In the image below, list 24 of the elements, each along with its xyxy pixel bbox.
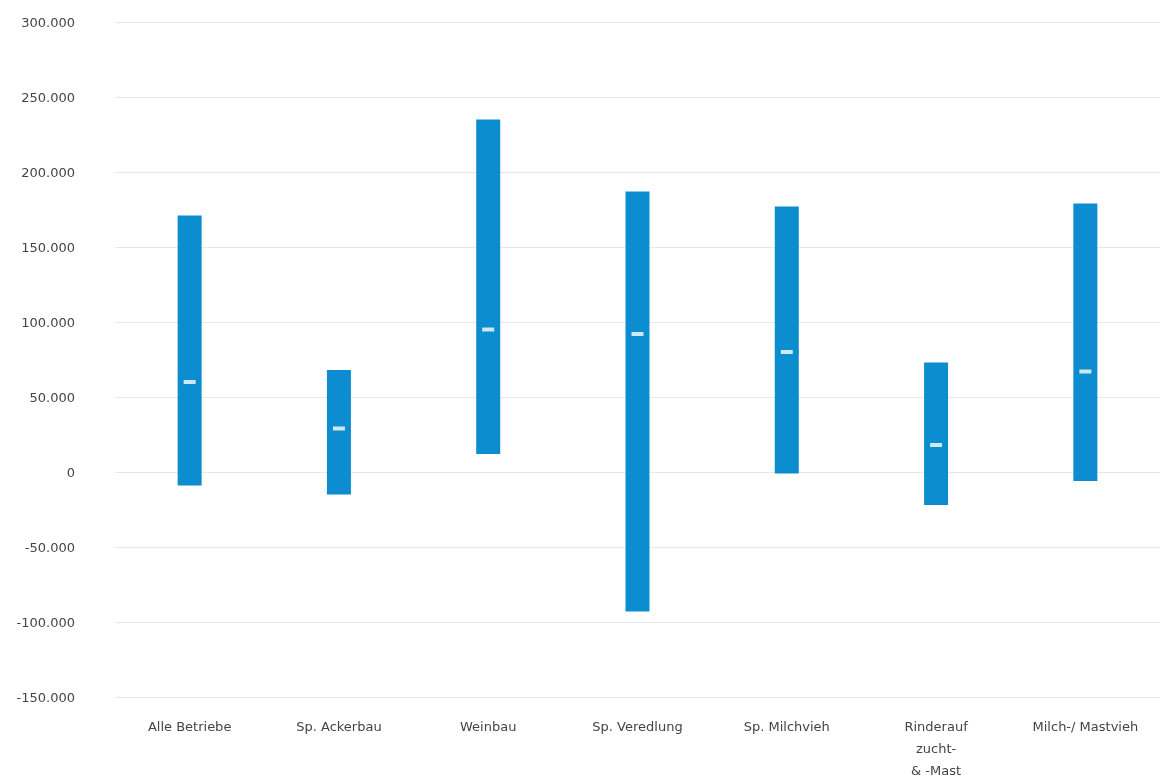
y-tick-label: 100.000: [21, 314, 75, 330]
bar: [476, 119, 501, 454]
x-tick-label: Milch-/ Mastvieh: [1032, 718, 1139, 734]
y-tick-label: 300.000: [21, 14, 75, 30]
bar: [326, 370, 351, 495]
bar: [625, 191, 650, 612]
y-tick-label: -50.000: [24, 539, 75, 555]
y-tick-label: 250.000: [21, 89, 75, 105]
y-tick-label: 0: [66, 464, 75, 480]
x-tick-label: Alle Betriebe: [147, 718, 232, 734]
x-tick-label: Rinderauf zucht- & -Mast: [904, 718, 969, 778]
x-tick-label: Sp. Veredlung: [592, 718, 683, 734]
y-tick-label: -150.000: [16, 689, 75, 705]
y-tick-label: 150.000: [21, 239, 75, 255]
bar: [1073, 203, 1098, 481]
y-tick-label: 200.000: [21, 164, 75, 180]
bar: [924, 362, 949, 505]
bar: [177, 215, 202, 486]
x-tick-label: Weinbau: [460, 718, 517, 734]
x-tick-label: Sp. Milchvieh: [743, 718, 830, 734]
x-tick-label: Sp. Ackerbau: [296, 718, 382, 734]
y-tick-label: -100.000: [16, 614, 75, 630]
y-tick-label: 50.000: [29, 389, 75, 405]
bar: [774, 206, 799, 474]
